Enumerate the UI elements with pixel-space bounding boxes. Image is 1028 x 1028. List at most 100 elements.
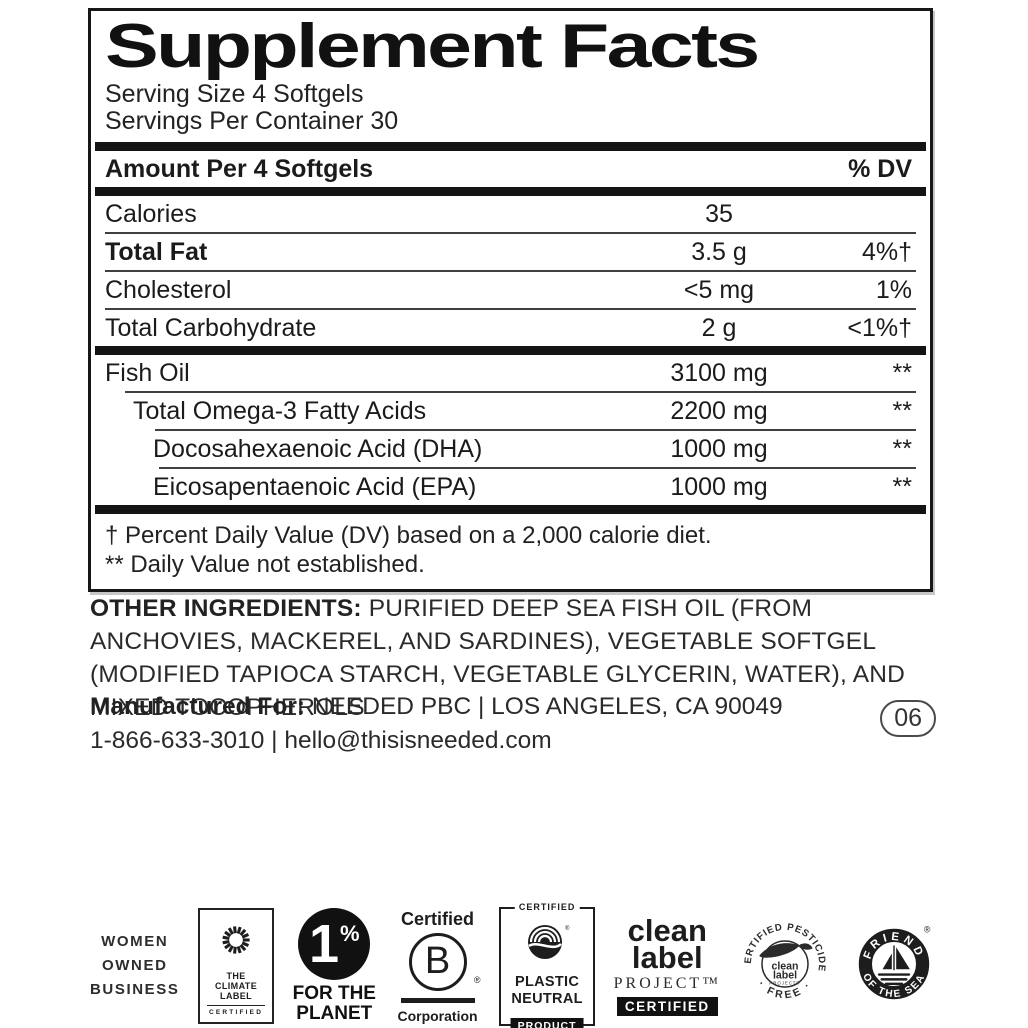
batch-code: 06 [894, 704, 922, 732]
nutrient-name: Fish Oil [105, 358, 190, 387]
nutrient-dv: 4%† [861, 237, 912, 266]
clean-label-certified-label: CERTIFIED [616, 996, 718, 1016]
nutrient-amount: 2 g [701, 313, 737, 342]
nutrient-dv: <1%† [847, 313, 912, 342]
nutrient-name: Total Omega-3 Fatty Acids [133, 396, 427, 425]
table-row-omega3: Total Omega-3 Fatty Acids 2200 mg ** [105, 393, 916, 429]
other-ingredients-label: OTHER INGREDIENTS: [90, 595, 362, 622]
manufacturer-contact: 1-866-633-3010 | hello@thisisneeded.com [90, 727, 552, 754]
thick-divider [95, 346, 926, 355]
nutrient-name: Calories [105, 199, 197, 228]
planet-line: PLANET [296, 1003, 373, 1024]
nutrient-dv: ** [892, 434, 912, 463]
dv-header: % DV [848, 154, 912, 183]
badge-women-owned-business: WOMEN OWNED BUSINESS [90, 930, 180, 1002]
amount-per-header: Amount Per 4 Softgels [105, 154, 374, 183]
footnote-not-established: ** Daily Value not established. [105, 551, 425, 578]
registered-mark: ® [473, 974, 481, 985]
one-percent-sign: % [340, 921, 360, 946]
badge-pesticide-free: CERTIFIED PESTICIDE · FREE · clean label… [735, 910, 831, 1015]
nutrient-dv: ** [892, 472, 912, 501]
row-divider [105, 308, 916, 310]
table-row-fish-oil: Fish Oil 3100 mg ** [105, 355, 916, 391]
thick-divider [95, 187, 926, 196]
plastic-product-label: PRODUCT [510, 1017, 584, 1028]
manufacturer-block: Manufactured For: NEEDED PBC | LOS ANGEL… [90, 690, 948, 758]
pesticide-free-seal-icon: CERTIFIED PESTICIDE · FREE · clean label… [735, 910, 826, 1001]
registered-mark: ® [565, 925, 570, 932]
badge-friend-of-the-sea: FRIEND OF THE SEA ® [850, 920, 938, 1013]
table-row-epa: Eicosapentaenoic Acid (EPA) 1000 mg ** [105, 469, 916, 505]
badge-plastic-neutral: CERTIFIED ® PLASTIC NEUTRAL PRODUCT [499, 901, 596, 1028]
row-divider [125, 391, 916, 393]
nutrient-dv: 1% [875, 275, 912, 304]
supplement-facts-panel: Supplement Facts Serving Size 4 Softgels… [88, 8, 933, 592]
climate-label-line: THE [226, 971, 246, 981]
b-corp-icon: B [408, 932, 467, 991]
row-divider [155, 429, 916, 431]
footnotes: † Percent Daily Value (DV) based on a 2,… [105, 514, 916, 589]
servings-per-container: Servings Per Container 30 [105, 107, 399, 135]
certification-badges-row: WOMEN OWNED BUSINESS THE CLIM [90, 901, 938, 1028]
plastic-line: PLASTIC [515, 973, 580, 990]
clean-label-word: label [631, 939, 703, 975]
serving-size: Serving Size 4 Softgels [105, 80, 364, 108]
plastic-neutral-emblem-icon: ® [528, 924, 570, 959]
manufacturer-address: NEEDED PBC | LOS ANGELES, CA 90049 [305, 693, 783, 720]
climate-label-name: THE CLIMATE LABEL [200, 971, 272, 1001]
badge-one-percent-for-the-planet: 1 % FOR THE PLANET [293, 908, 376, 1024]
planet-line: FOR THE [292, 983, 376, 1004]
nutrient-amount: 3.5 g [691, 237, 747, 266]
plastic-line: NEUTRAL [511, 990, 583, 1007]
thick-divider [95, 505, 926, 514]
nutrient-name: Total Carbohydrate [105, 313, 317, 342]
nutrient-name: Docosahexaenoic Acid (DHA) [153, 434, 483, 463]
bcorp-certified-label: Certified [401, 908, 475, 929]
one-percent-icon: 1 % [298, 908, 371, 980]
women-owned-line: WOMEN [101, 933, 169, 950]
pesticide-center-label: label [773, 969, 797, 981]
row-divider [105, 270, 916, 272]
climate-label-line: LABEL [220, 991, 253, 1001]
table-row-dha: Docosahexaenoic Acid (DHA) 1000 mg ** [105, 431, 916, 467]
plastic-neutral-text: PLASTIC NEUTRAL [501, 974, 593, 1008]
nutrient-amount: 35 [705, 199, 733, 228]
other-ingredients: OTHER INGREDIENTS: PURIFIED DEEP SEA FIS… [90, 592, 948, 724]
divider [207, 1005, 266, 1006]
badge-clean-label-project: clean label PROJECT™ CERTIFIED [613, 912, 721, 1016]
nutrient-dv: ** [892, 358, 912, 387]
manufacturer-line1: Manufactured For: NEEDED PBC | LOS ANGEL… [90, 690, 948, 724]
one-percent-number: 1 [308, 914, 340, 974]
table-row-total-fat: Total Fat 3.5 g 4%† [105, 234, 916, 270]
registered-mark: ® [924, 924, 931, 934]
sailboat-icon [877, 945, 911, 985]
table-row-total-carbohydrate: Total Carbohydrate 2 g <1%† [105, 310, 916, 346]
other-ingredients-text: PURIFIED DEEP SEA FISH OIL (FROM ANCHOVI… [90, 595, 906, 721]
climate-label-line: CLIMATE [214, 981, 258, 991]
pesticide-center-project: PROJECT® [770, 979, 801, 985]
plastic-certified-label: CERTIFIED [514, 901, 580, 912]
table-row-cholesterol: Cholesterol <5 mg 1% [105, 272, 916, 308]
bcorp-underline [400, 997, 475, 1003]
nutrient-amount: 1000 mg [670, 472, 768, 501]
panel-title: Supplement Facts [105, 12, 760, 81]
clean-label-project-label: PROJECT™ [613, 974, 721, 992]
clean-label-word: clean [627, 912, 707, 948]
footnote-daily-value: † Percent Daily Value (DV) based on a 2,… [105, 522, 712, 549]
table-header-row: Amount Per 4 Softgels % DV [105, 151, 916, 187]
friend-of-the-sea-seal-icon: FRIEND OF THE SEA ® [858, 924, 931, 1000]
b-letter: B [424, 940, 451, 982]
women-owned-line: OWNED [102, 957, 168, 974]
nutrient-name: Cholesterol [105, 275, 232, 304]
nutrient-amount: 1000 mg [670, 434, 768, 463]
nutrient-amount: <5 mg [683, 275, 755, 304]
nutrient-name: Total Fat [105, 237, 208, 266]
table-row-calories: Calories 35 [105, 196, 916, 232]
bcorp-corporation-label: Corporation [397, 1007, 478, 1024]
women-owned-line: BUSINESS [90, 981, 180, 998]
row-divider [105, 232, 916, 234]
manufactured-for-label: Manufactured For: [90, 693, 306, 720]
for-the-planet-text: FOR THE PLANET [293, 984, 376, 1024]
badge-climate-label-certified: THE CLIMATE LABEL CERTIFIED [198, 908, 275, 1024]
